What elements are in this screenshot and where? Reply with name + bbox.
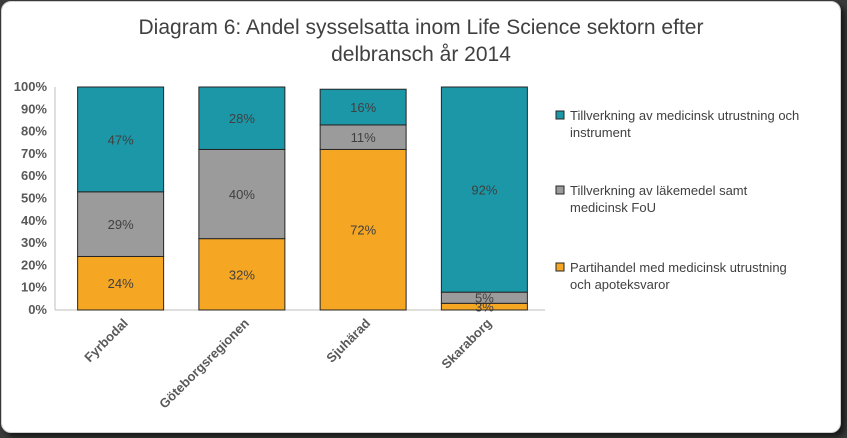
bar-segment [77,86,165,193]
y-tick-label: 20% [21,257,47,272]
legend-label: instrument [570,125,631,140]
data-label: 24% [108,276,134,291]
y-tick-label: 0% [28,302,47,317]
bar-segment [198,148,286,240]
y-tick-label: 50% [21,191,47,206]
bar-segment [319,124,407,150]
data-label: 32% [229,267,255,282]
bar-segment [319,88,407,126]
y-tick-label: 70% [21,146,47,161]
bar-segment [440,86,528,293]
data-label: 29% [108,217,134,232]
legend-swatch [555,185,565,195]
data-label: 16% [350,100,376,115]
legend-swatch [555,110,565,120]
bar-segment [198,238,286,311]
y-tick-label: 30% [21,235,47,250]
y-tick-label: 10% [21,280,47,295]
chart-title-line-1: Diagram 6: Andel sysselsatta inom Life S… [138,16,704,39]
data-label: 11% [351,130,376,145]
x-tick-label: Fyrbodal [81,316,130,365]
chart-title: Diagram 6: Andel sysselsatta inom Life S… [2,14,840,68]
x-tick-label: Sjuhärad [323,315,373,365]
y-tick-label: 80% [21,124,47,139]
legend-label: Tillverkning av medicinsk utrustning och [570,108,799,123]
data-label: 5% [475,291,494,306]
data-label: 72% [350,223,376,238]
x-tick-label: Göteborgsregionen [156,315,252,411]
bar-segment [77,191,165,257]
legend-label: Partihandel med medicinsk utrustning [570,260,787,275]
data-label: 40% [229,187,255,202]
legend-swatch [555,262,565,272]
data-label: 47% [108,132,134,147]
x-tick-label: Skaraborg [438,315,494,371]
legend-label: medicinsk FoU [570,200,656,215]
y-tick-label: 60% [21,168,47,183]
y-tick-label: 40% [21,213,47,228]
chart-title-line-2: delbransch år 2014 [331,43,511,66]
legend-label: och apoteksvaror [570,277,670,292]
y-tick-label: 90% [21,101,47,116]
legend-label: Tillverkning av läkemedel samt [570,183,748,198]
y-tick-label: 100% [14,79,48,94]
data-label: 28% [229,111,255,126]
bar-segment [319,148,407,311]
data-label: 92% [471,183,497,198]
bar-segment [198,86,286,150]
